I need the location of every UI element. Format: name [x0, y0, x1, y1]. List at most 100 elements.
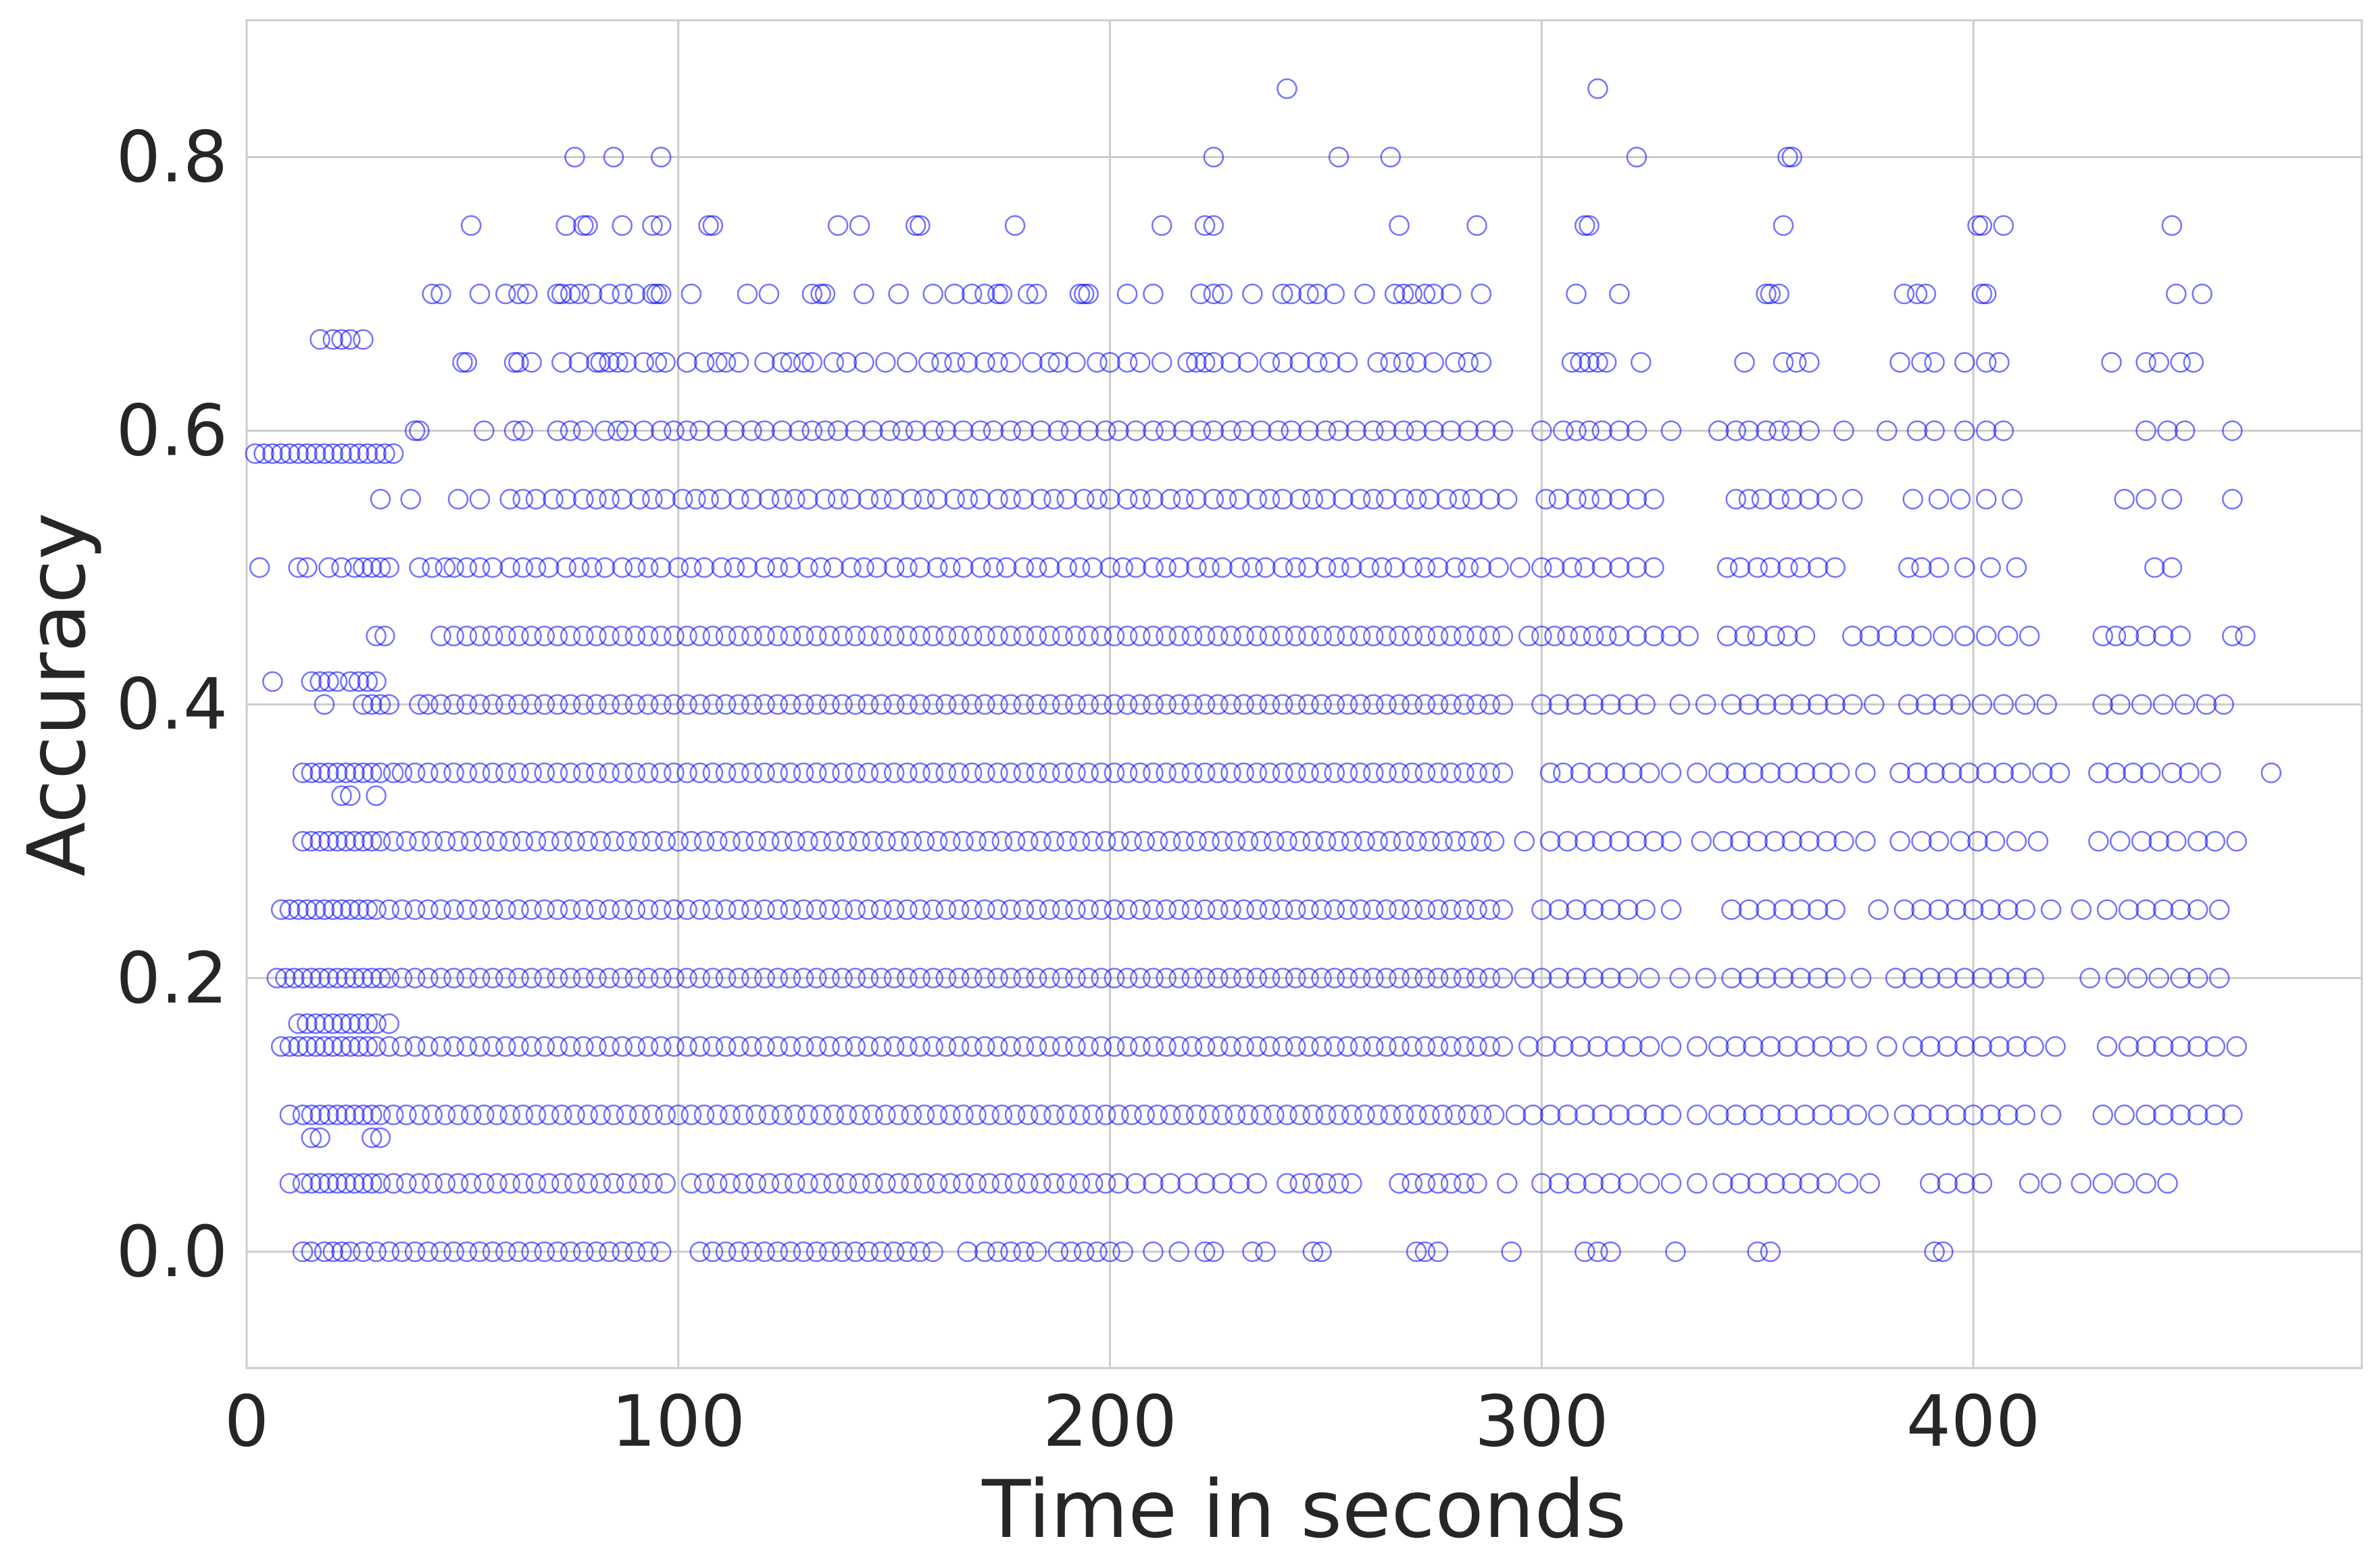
data-point	[1479, 626, 1500, 647]
data-point	[1427, 762, 1449, 784]
data-point	[1902, 1036, 1923, 1057]
data-point	[1470, 283, 1492, 305]
data-point	[2110, 830, 2131, 852]
data-point	[1950, 488, 1971, 510]
data-point	[1272, 488, 1293, 510]
data-point	[2260, 762, 2282, 784]
data-point	[741, 694, 762, 715]
data-point	[430, 762, 451, 784]
data-point	[650, 420, 672, 441]
data-point	[370, 694, 391, 715]
data-point	[2006, 557, 2027, 578]
data-point	[2040, 1173, 2062, 1194]
data-point	[961, 283, 983, 305]
data-point	[1143, 283, 1164, 305]
data-point	[1825, 694, 1846, 715]
data-point	[1233, 899, 1254, 920]
data-point	[366, 626, 387, 647]
data-point	[270, 1036, 292, 1057]
data-point	[495, 626, 516, 647]
data-point	[1056, 1173, 1077, 1194]
data-point	[361, 830, 382, 852]
data-point	[551, 1105, 572, 1126]
data-point	[1156, 420, 1177, 441]
data-point	[499, 1105, 520, 1126]
data-point	[1877, 626, 1898, 647]
data-point	[953, 1173, 974, 1194]
data-point	[1505, 1105, 1527, 1126]
data-point	[301, 967, 322, 989]
data-point	[1626, 830, 1648, 852]
data-point	[331, 1013, 352, 1034]
data-point	[2036, 694, 2057, 715]
data-point	[586, 1241, 607, 1263]
data-point	[1367, 352, 1388, 373]
data-point	[810, 1105, 831, 1126]
data-point	[2183, 352, 2204, 373]
data-point	[1229, 557, 1250, 578]
data-point	[292, 1241, 314, 1263]
data-point	[624, 1241, 646, 1263]
data-point	[892, 420, 914, 441]
data-point	[767, 1241, 788, 1263]
data-point	[435, 1105, 456, 1126]
data-point	[538, 830, 560, 852]
data-point	[1207, 762, 1229, 784]
data-point	[1277, 1105, 1297, 1126]
data-point	[577, 1173, 598, 1194]
data-point	[551, 352, 572, 373]
data-point	[310, 762, 330, 784]
data-point	[1052, 967, 1073, 989]
data-point	[793, 762, 814, 784]
data-point	[599, 1036, 620, 1057]
data-point	[806, 967, 827, 989]
data-point	[1302, 1241, 1324, 1263]
data-point	[1013, 694, 1035, 715]
data-point	[1591, 1105, 1613, 1126]
data-point	[560, 283, 581, 305]
data-point	[862, 420, 883, 441]
data-point	[1595, 626, 1617, 647]
data-point	[797, 557, 818, 578]
data-point	[827, 420, 849, 441]
data-point	[724, 420, 745, 441]
data-point	[430, 1241, 451, 1263]
data-point	[288, 557, 309, 578]
data-point	[1756, 967, 1777, 989]
data-point	[1479, 488, 1500, 510]
data-point	[1911, 352, 1932, 373]
data-point	[858, 1036, 879, 1057]
data-point	[1281, 283, 1302, 305]
data-point	[693, 1173, 715, 1194]
data-point	[1168, 899, 1190, 920]
data-point	[1060, 1241, 1082, 1263]
data-point	[353, 329, 374, 350]
data-point	[1738, 420, 1760, 441]
data-point	[1751, 488, 1773, 510]
data-point	[1130, 762, 1151, 784]
data-point	[823, 352, 844, 373]
data-point	[624, 626, 646, 647]
data-point	[2187, 967, 2208, 989]
data-point	[292, 762, 314, 784]
data-point	[780, 626, 801, 647]
data-point	[2161, 557, 2183, 578]
data-point	[322, 1036, 344, 1057]
data-point	[1259, 626, 1281, 647]
data-point	[823, 557, 844, 578]
data-point	[1570, 626, 1591, 647]
data-point	[2222, 420, 2243, 441]
data-point	[953, 1105, 974, 1126]
data-point	[1928, 1105, 1950, 1126]
data-point	[253, 443, 274, 464]
data-point	[1954, 1173, 1975, 1194]
data-point	[1156, 899, 1177, 920]
data-point	[482, 762, 503, 784]
data-point	[616, 830, 637, 852]
data-point	[1777, 147, 1798, 168]
data-point	[991, 830, 1013, 852]
data-point	[1841, 694, 1863, 715]
data-point	[974, 762, 995, 784]
data-point	[922, 967, 943, 989]
data-point	[521, 626, 542, 647]
